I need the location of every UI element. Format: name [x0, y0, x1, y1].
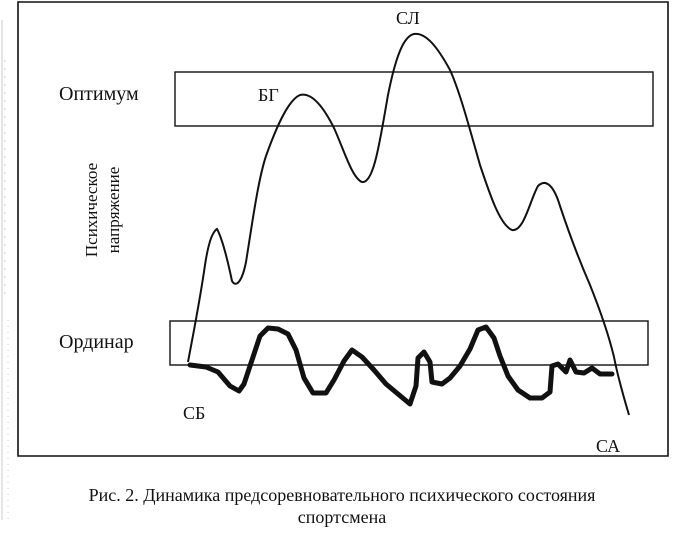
diagram-frame: [17, 1, 669, 457]
y-axis-label: Психическое напряжение: [82, 163, 123, 257]
y-axis-label-line1: Психическое: [82, 163, 101, 257]
figure-caption: Рис. 2. Динамика предсоревновательного п…: [0, 484, 684, 528]
peak-bg-label: БГ: [258, 85, 279, 105]
scan-edge-noise: [1, 20, 9, 520]
point-sa-label: СА: [596, 436, 620, 456]
caption-line1: Рис. 2. Динамика предсоревновательного п…: [88, 485, 596, 505]
peak-sl-label: СЛ: [396, 8, 420, 28]
ordinar-curve: [187, 324, 615, 407]
ordinar-label: Ординар: [59, 331, 134, 353]
point-sb-label: СБ: [183, 403, 205, 423]
y-axis-label-line2: напряжение: [104, 167, 123, 254]
optimum-band: [174, 71, 654, 127]
optimum-label: Оптимум: [59, 83, 139, 105]
ordinar-band: [169, 320, 649, 366]
tension-curve: [187, 32, 630, 416]
caption-line2: спортсмена: [297, 507, 387, 527]
